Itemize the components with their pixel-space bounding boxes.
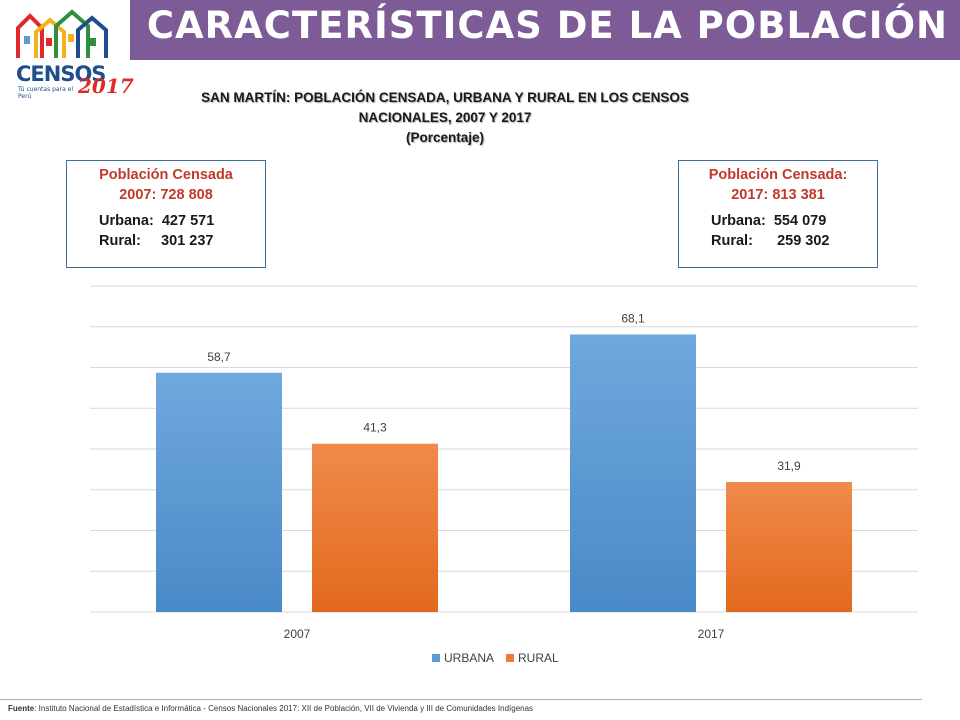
infobox-2017-line2: 2017: 813 381: [731, 187, 825, 203]
chart-legend: URBANA RURAL: [432, 651, 559, 665]
legend-swatch-urbana: [432, 654, 440, 662]
logo-houses-icon: [16, 9, 108, 58]
x-tick-label-2007: 2007: [284, 627, 311, 641]
infobox-2017-heading: Población Censada: 2017: 813 381: [679, 165, 877, 205]
header-bar: CARACTERÍSTICAS DE LA POBLACIÓN: [0, 0, 960, 60]
chart-title-line2: NACIONALES, 2007 Y 2017: [358, 110, 532, 125]
chart-title-line1: SAN MARTÍN: POBLACIÓN CENSADA, URBANA Y …: [201, 90, 689, 105]
logo-year-text: 2017: [78, 74, 134, 98]
x-tick-label-2017: 2017: [698, 627, 725, 641]
infobox-2017-rural: Rural: 259 302: [711, 233, 830, 249]
data-label-urbana-2007: 58,7: [207, 350, 231, 364]
infobox-2017-urbana: Urbana: 554 079: [711, 213, 827, 229]
infobox-2007-rural: Rural: 301 237: [99, 233, 214, 249]
infobox-2007-line1: Población Censada: [99, 167, 233, 183]
data-label-rural-2007: 41,3: [363, 421, 387, 435]
bar-rural-2007: [312, 443, 438, 612]
logo-tagline: Tú cuentas para el Perú: [18, 86, 74, 100]
infobox-2007: Población Censada 2007: 728 808 Urbana: …: [66, 160, 266, 268]
infobox-2007-breakdown: Urbana: 427 571 Rural: 301 237: [67, 211, 265, 251]
source-note: Fuente: Instituto Nacional de Estadístic…: [8, 704, 533, 713]
chart-subtitle: (Porcentaje): [405, 130, 485, 145]
infobox-2007-urbana: Urbana: 427 571: [99, 213, 215, 229]
legend-swatch-rural: [506, 654, 514, 662]
infobox-2017-line1: Población Censada:: [708, 167, 848, 183]
censos-logo: CENSOS 2017 Tú cuentas para el Perú: [0, 0, 134, 110]
source-divider: [0, 699, 922, 700]
bar-rural-2017: [726, 482, 852, 612]
chart-x-axis: 2007 2017: [284, 627, 725, 641]
chart-title: SAN MARTÍN: POBLACIÓN CENSADA, URBANA Y …: [100, 88, 790, 148]
source-text: : Instituto Nacional de Estadística e In…: [34, 704, 534, 713]
logo-censos-text: CENSOS: [16, 62, 106, 86]
legend-label-urbana: URBANA: [444, 651, 494, 665]
bar-urbana-2017: [570, 334, 696, 612]
source-label: Fuente: [8, 704, 35, 713]
legend-label-rural: RURAL: [518, 651, 559, 665]
chart-data-labels: 58,7 41,3 68,1 31,9: [207, 311, 801, 473]
data-label-urbana-2017: 68,1: [621, 311, 645, 325]
chart-bars: [156, 334, 852, 612]
page-title: CARACTERÍSTICAS DE LA POBLACIÓN: [146, 4, 948, 47]
bar-urbana-2007: [156, 372, 282, 612]
infobox-2017-breakdown: Urbana: 554 079 Rural: 259 302: [679, 211, 877, 251]
data-label-rural-2017: 31,9: [777, 459, 801, 473]
infobox-2007-heading: Población Censada 2007: 728 808: [67, 165, 265, 205]
infobox-2007-line2: 2007: 728 808: [119, 187, 213, 203]
infobox-2017: Población Censada: 2017: 813 381 Urbana:…: [678, 160, 878, 268]
